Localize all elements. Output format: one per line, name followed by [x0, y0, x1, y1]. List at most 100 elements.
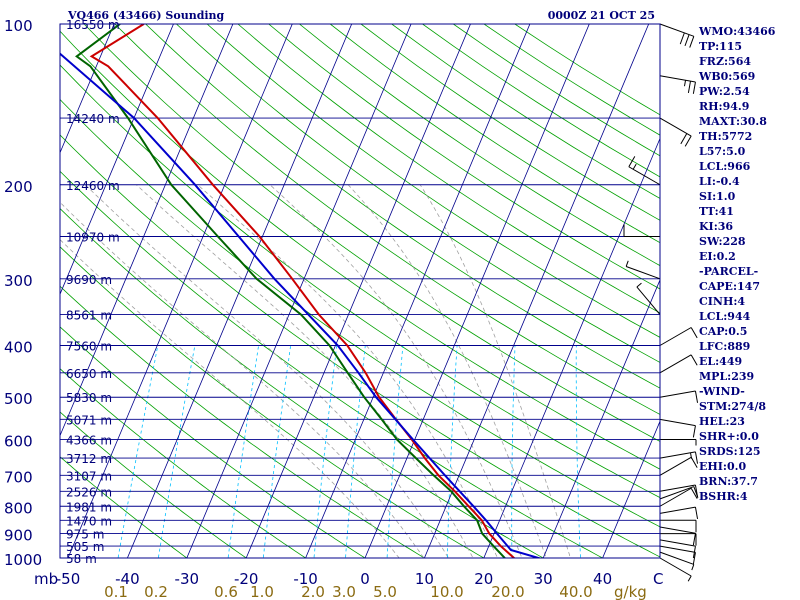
height-label: 58 m: [66, 552, 97, 566]
temperature-tick-label: 30: [534, 570, 553, 588]
station-title: VQ466 (43466) Sounding: [68, 9, 225, 22]
index-item: LI:-0.4: [699, 175, 740, 188]
wind-barb: [659, 484, 699, 497]
index-item: LFC:889: [699, 340, 751, 353]
pressure-tick-label: 400: [4, 339, 33, 357]
wind-barb: [659, 117, 692, 147]
wind-barb: [628, 156, 661, 186]
index-item: EHI:0.0: [699, 460, 747, 473]
index-item: WMO:43466: [699, 25, 776, 38]
moist-adiabat: [60, 239, 400, 558]
height-label: 16550 m: [66, 18, 120, 32]
pressure-tick-label: 600: [4, 433, 33, 451]
isotherm: [423, 24, 650, 558]
index-item: KI:36: [699, 220, 734, 233]
pressure-tick-label: 900: [4, 527, 33, 545]
isotherm: [67, 24, 293, 558]
isotherm: [60, 24, 174, 296]
dry-adiabat: [176, 24, 660, 363]
pressure-tick-label: 500: [4, 390, 33, 408]
mixing-ratio-label: 0.1: [104, 583, 128, 600]
height-label: 8561 m: [66, 309, 112, 323]
temperature-tick-label: 10: [415, 570, 434, 588]
wind-barb: [659, 390, 699, 403]
wind-barb: [660, 439, 697, 446]
pressure-tick-label: 200: [4, 178, 33, 196]
index-item: STM:274/8: [699, 400, 766, 413]
index-item: -WIND-: [699, 385, 745, 398]
temperature-tick-label: -30: [175, 570, 200, 588]
right-corner-label: C: [653, 570, 663, 588]
parcel-profile: [60, 52, 543, 558]
temperature-profile: [89, 24, 516, 558]
index-item: SRDS:125: [699, 445, 761, 458]
indices-panel: WMO:43466 TP:115 FRZ:564 WB0:569 PW:2.54 RH:9…: [699, 24, 775, 504]
dry-adiabat: [60, 368, 307, 558]
mixing-ratio-line: [262, 345, 292, 558]
temperature-tick-label: 40: [593, 570, 612, 588]
height-label: 1981 m: [66, 500, 112, 514]
height-label: 3107 m: [66, 469, 112, 483]
index-item: EI:0.2: [699, 250, 736, 263]
index-item: CINH:4: [699, 295, 746, 308]
pressure-tick-label: 1000: [4, 551, 42, 569]
dry-adiabat: [60, 134, 660, 558]
index-item: L57:5.0: [699, 145, 746, 158]
moist-adiabat: [136, 184, 474, 558]
dry-adiabat: [60, 285, 426, 558]
dry-adiabat: [237, 24, 660, 314]
wind-barb: [660, 533, 697, 546]
mixing-ratio-line: [511, 345, 516, 558]
height-label: 9690 m: [66, 273, 112, 287]
temperature-tick-label: -50: [56, 570, 81, 588]
isotherm: [542, 278, 660, 558]
pressure-tick-label: 800: [4, 499, 33, 517]
wind-barb: [636, 282, 661, 315]
isotherm: [60, 24, 115, 154]
dry-adiabat: [114, 24, 660, 415]
wind-barb: [659, 557, 692, 582]
wind-barb: [625, 260, 661, 280]
index-item: EL:449: [699, 355, 743, 368]
mixing-ratio-label: 0.2: [144, 583, 168, 600]
dry-adiabat: [60, 170, 604, 558]
mixing-ratio-line: [117, 345, 159, 558]
dry-adiabat: [60, 326, 366, 558]
index-item: SHR+:0.0: [699, 430, 759, 443]
dry-adiabat: [206, 24, 660, 338]
moist-adiabat: [85, 184, 449, 558]
mixing-ratio-line: [313, 345, 338, 558]
index-item: TT:41: [699, 205, 734, 218]
dry-adiabat: [60, 98, 660, 528]
wind-barb: [659, 551, 695, 571]
wind-barb: [659, 506, 699, 520]
isotherm: [305, 24, 531, 558]
mixing-ratio-line: [446, 345, 458, 558]
wind-barb: [660, 519, 697, 533]
mixing-ratio-label: 10.0: [430, 583, 463, 600]
temperature-tick-label: 0: [360, 570, 370, 588]
dry-adiabat: [60, 411, 247, 558]
mixing-ratio-line: [157, 345, 196, 558]
pressure-tick-label: 300: [4, 272, 33, 290]
sounding-time: 0000Z 21 OCT 25: [547, 9, 655, 22]
height-label: 6650 m: [66, 367, 112, 381]
mixing-ratio-line: [575, 345, 581, 558]
height-label: 5071 m: [66, 413, 112, 427]
pressure-unit-label: mb: [34, 570, 58, 588]
wind-barb: [659, 75, 696, 94]
moist-adiabat: [197, 184, 499, 558]
height-label: 975 m: [66, 528, 104, 542]
plot-frame: [59, 23, 661, 559]
wind-barb: [659, 23, 695, 48]
dry-adiabat: [145, 24, 660, 389]
dry-adiabat: [83, 24, 660, 442]
wind-barb: [659, 545, 696, 565]
dry-adiabat: [299, 24, 660, 267]
mixing-ratio-unit-label: g/kg: [614, 583, 647, 600]
wind-barb: [659, 327, 698, 346]
index-item: LCL:944: [699, 310, 751, 323]
mixing-ratio-line: [345, 345, 366, 558]
